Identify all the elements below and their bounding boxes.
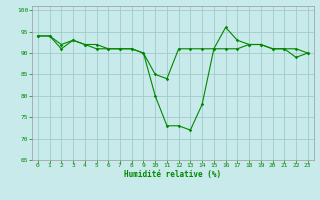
X-axis label: Humidité relative (%): Humidité relative (%) bbox=[124, 170, 221, 179]
